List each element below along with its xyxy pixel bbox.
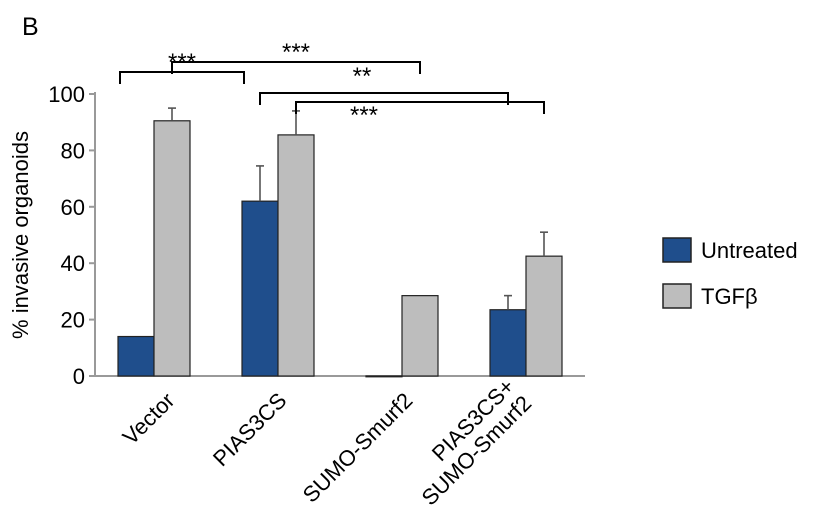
y-tick-label: 40 xyxy=(61,251,85,276)
significance-bracket xyxy=(171,61,421,74)
significance-bracket xyxy=(295,101,545,114)
legend-label: Untreated xyxy=(701,238,798,263)
y-tick-label: 100 xyxy=(48,82,85,107)
legend-swatch xyxy=(662,283,692,309)
significance-label: ** xyxy=(353,63,372,90)
x-tick-label: PIAS3CS+SUMO-Smurf2 xyxy=(400,374,537,511)
significance-label: *** xyxy=(350,102,378,129)
significance-bracket xyxy=(259,92,509,105)
legend-swatch xyxy=(662,237,692,263)
significance-brackets: *** ******** xyxy=(119,39,545,129)
legend-label: TGFβ xyxy=(701,284,758,309)
bar xyxy=(401,295,439,377)
significance-label: *** xyxy=(282,39,310,66)
bar xyxy=(117,335,155,377)
bar xyxy=(489,309,527,377)
legend: Untreated TGFβ xyxy=(662,237,798,309)
panel-label: B xyxy=(22,13,39,41)
y-tick-label: 60 xyxy=(61,195,85,220)
x-tick-label: Vector xyxy=(118,388,180,450)
bar xyxy=(153,120,191,377)
x-tick-label: PIAS3CS xyxy=(208,388,291,471)
bar xyxy=(277,134,315,377)
y-tick-label: 20 xyxy=(61,308,85,333)
y-tick-label: 0 xyxy=(73,364,85,389)
bar xyxy=(365,375,403,378)
bar xyxy=(241,200,279,377)
bars xyxy=(117,120,563,378)
y-tick-label: 80 xyxy=(61,138,85,163)
x-tick-labels: Vector PIAS3CS SUMO-Smurf2 PIAS3CS+SUMO-Smu… xyxy=(118,374,537,511)
bar xyxy=(525,255,563,377)
y-axis-label: % invasive organoids xyxy=(8,131,33,339)
x-tick-label: SUMO-Smurf2 xyxy=(298,388,418,508)
significance-bracket xyxy=(119,71,245,84)
error-bars xyxy=(168,107,548,310)
